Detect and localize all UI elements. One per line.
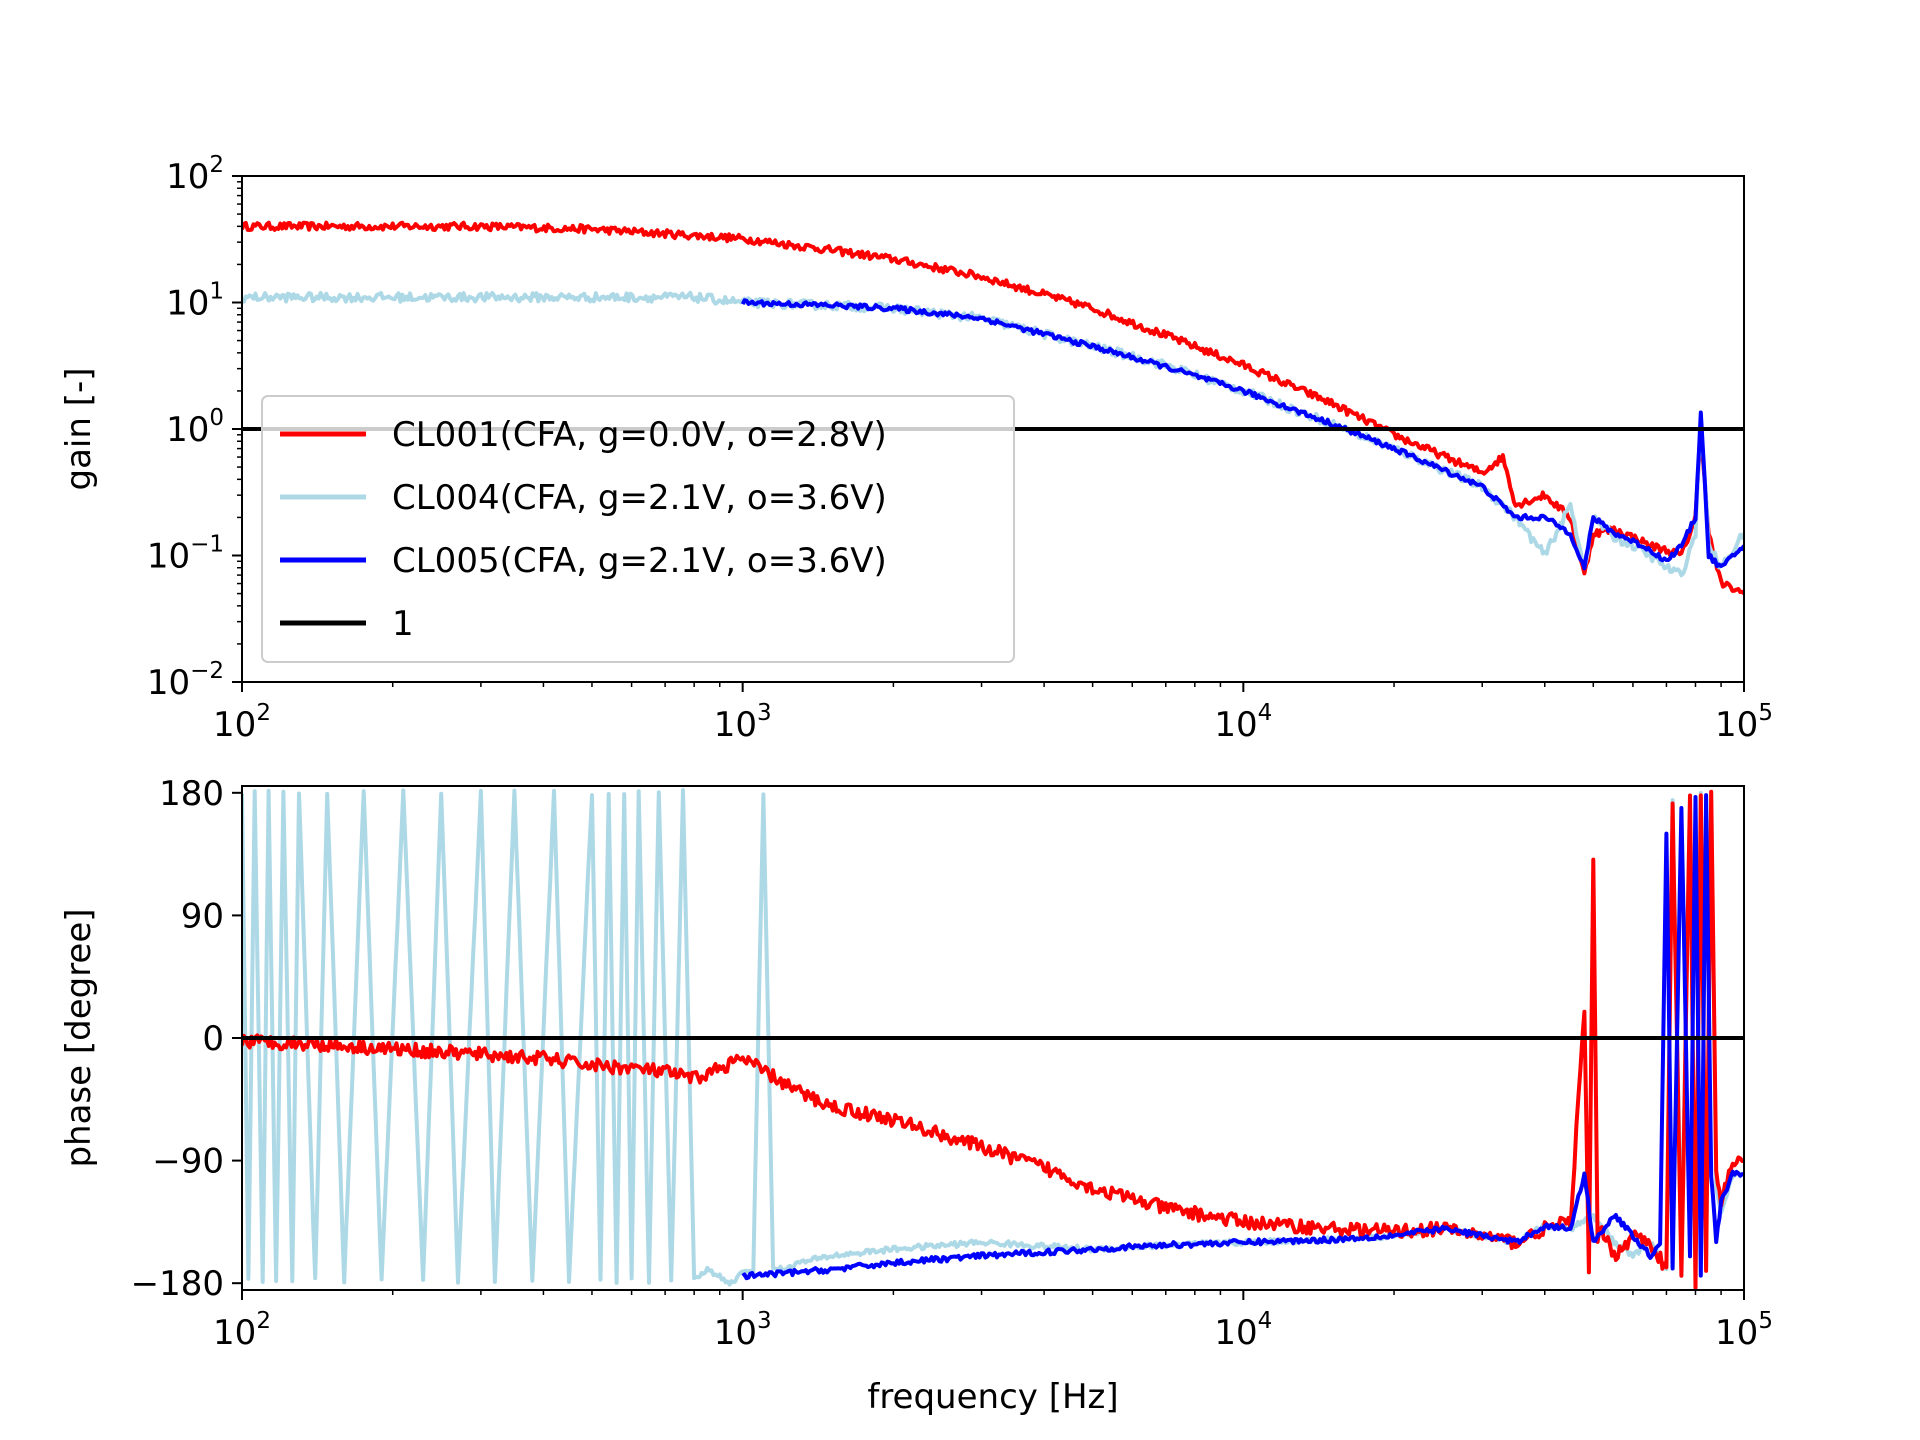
gain-xtick-label: 105 — [1715, 700, 1773, 745]
phase-xtick-label: 105 — [1715, 1308, 1773, 1353]
gain-ytick-label: 101 — [166, 279, 224, 324]
phase-xtick-label: 104 — [1214, 1308, 1272, 1353]
phase-ytick-label: −90 — [152, 1142, 224, 1182]
phase-panel: 102 103 104 105 180 90 0 −90 −180 phase [degree] f… — [59, 774, 1773, 1417]
phase-ylabel: phase [degree] — [59, 908, 99, 1167]
gain-ytick-label: 10−2 — [147, 658, 224, 703]
gain-xtick-label: 104 — [1214, 700, 1272, 745]
legend-entry-2: CL005(CFA, g=2.1V, o=3.6V) — [392, 541, 887, 581]
gain-ytick-label: 100 — [166, 405, 224, 450]
phase-ytick-label: 90 — [181, 896, 224, 936]
gain-xtick-label: 102 — [213, 700, 271, 745]
gain-ylabel: gain [-] — [59, 367, 99, 490]
phase-series-group — [242, 788, 1744, 1290]
gain-series-line-0 — [242, 220, 1744, 596]
gain-xtick-label: 103 — [714, 700, 772, 745]
phase-xtick-label: 103 — [714, 1308, 772, 1353]
gain-ytick-label: 102 — [166, 152, 224, 197]
phase-ytick-label: 180 — [159, 774, 224, 814]
phase-ytick-label: −180 — [131, 1264, 224, 1304]
phase-ytick-label: 0 — [202, 1019, 224, 1059]
legend-entry-3: 1 — [392, 604, 414, 644]
phase-series-line-2 — [741, 793, 1744, 1281]
legend-entry-0: CL001(CFA, g=0.0V, o=2.8V) — [392, 415, 887, 455]
gain-legend: CL001(CFA, g=0.0V, o=2.8V) CL004(CFA, g=2… — [261, 395, 1015, 663]
gain-panel: 102 103 104 105 102 101 100 10−1 10−2 gain [-] CL0… — [59, 152, 1773, 745]
gain-ytick-label: 10−1 — [147, 532, 224, 577]
legend-entry-1: CL004(CFA, g=2.1V, o=3.6V) — [392, 478, 887, 518]
phase-xlabel: frequency [Hz] — [867, 1377, 1118, 1417]
phase-xtick-label: 102 — [213, 1308, 271, 1353]
gain-series-line-2 — [740, 298, 1744, 571]
legend-box — [261, 395, 1015, 663]
